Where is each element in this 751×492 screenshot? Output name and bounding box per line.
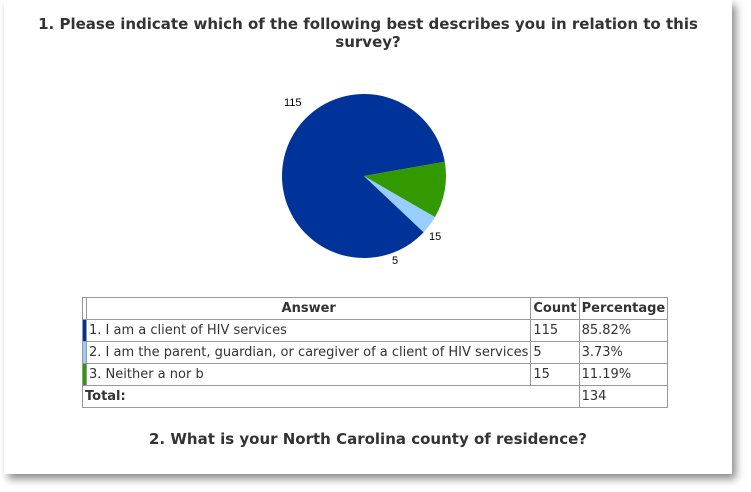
table-row: 2. I am the parent, guardian, or caregiv…: [82, 341, 669, 364]
question-1-title: 1. Please indicate which of the followin…: [38, 15, 698, 51]
pie-slice-client: [282, 94, 445, 258]
count-header: Count: [530, 297, 580, 320]
percentage-cell: 11.19%: [578, 363, 669, 386]
total-value: 134: [578, 385, 669, 408]
pie-slice-neither: [364, 161, 446, 217]
answer-cell: 2. I am the parent, guardian, or caregiv…: [85, 341, 532, 364]
pie-data-label: 5: [392, 255, 398, 267]
count-cell: 15: [530, 363, 580, 386]
count-cell: 5: [530, 341, 580, 364]
total-row: Total: 134: [82, 385, 669, 408]
total-label: Total:: [82, 385, 580, 408]
table-header-row: Answer Count Percentage: [82, 297, 669, 320]
survey-card: 1. Please indicate which of the followin…: [4, 0, 732, 474]
pie-chart-svg: 115 5 15: [282, 94, 446, 267]
table-row: 1. I am a client of HIV services 115 85.…: [82, 319, 669, 342]
percentage-cell: 85.82%: [578, 319, 669, 342]
question-2-title: 2. What is your North Carolina county of…: [148, 430, 587, 448]
pie-data-label: 15: [429, 231, 441, 243]
pie-slice-caregiver: [364, 176, 436, 233]
table-row: 3. Neither a nor b 15 11.19%: [82, 363, 669, 386]
pie-data-label: 115: [284, 97, 302, 109]
answer-cell: 1. I am a client of HIV services: [85, 319, 532, 342]
count-cell: 115: [530, 319, 580, 342]
results-table: Answer Count Percentage 1. I am a client…: [82, 297, 669, 408]
percentage-cell: 3.73%: [578, 341, 669, 364]
answer-cell: 3. Neither a nor b: [85, 363, 532, 386]
percentage-header: Percentage: [578, 297, 669, 320]
pie-chart: 115 5 15: [274, 86, 474, 276]
answer-header: Answer: [85, 297, 532, 320]
